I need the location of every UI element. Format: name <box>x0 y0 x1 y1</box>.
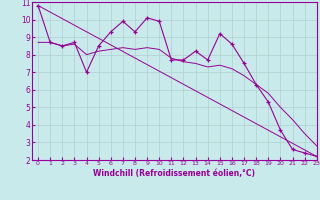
X-axis label: Windchill (Refroidissement éolien,°C): Windchill (Refroidissement éolien,°C) <box>93 169 255 178</box>
